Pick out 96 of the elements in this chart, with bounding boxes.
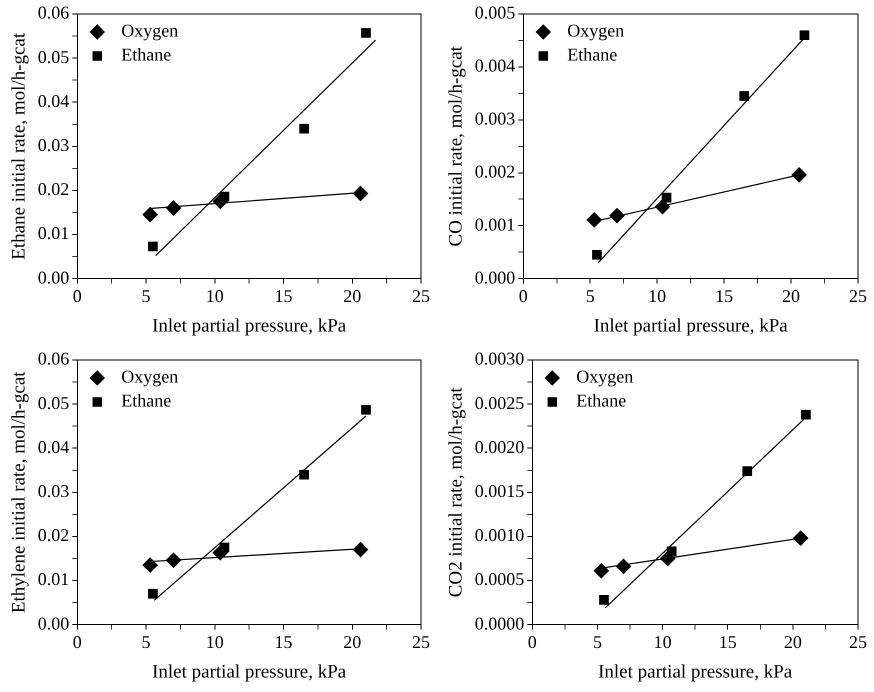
point bbox=[742, 466, 752, 476]
point bbox=[662, 192, 672, 202]
x-tick-label: 15 bbox=[274, 286, 293, 306]
y-tick-label: 0.0000 bbox=[474, 613, 524, 634]
legend-label: Ethane bbox=[576, 390, 626, 411]
point bbox=[352, 186, 368, 202]
x-tick-label: 0 bbox=[72, 632, 82, 652]
y-tick-label: 0.03 bbox=[38, 135, 70, 156]
x-tick-label: 10 bbox=[206, 632, 224, 652]
x-tick-label: 25 bbox=[412, 632, 430, 652]
legend-label: Oxygen bbox=[121, 20, 178, 41]
point bbox=[793, 530, 808, 546]
y-tick-label: 0.05 bbox=[38, 392, 70, 413]
x-axis-title: Inlet partial pressure, kPa bbox=[598, 662, 793, 683]
y-tick-label: 0.0030 bbox=[474, 348, 524, 369]
x-tick-label: 5 bbox=[142, 632, 151, 652]
y-tick-label: 0.0015 bbox=[474, 481, 524, 502]
x-tick-label: 0 bbox=[72, 286, 82, 306]
point bbox=[791, 167, 807, 182]
y-tick-label: 0.06 bbox=[38, 348, 70, 369]
point bbox=[361, 404, 371, 415]
x-tick-label: 10 bbox=[206, 286, 224, 306]
point bbox=[361, 28, 371, 38]
point bbox=[609, 208, 625, 224]
x-tick-label: 20 bbox=[782, 286, 800, 306]
legend-label: Oxygen bbox=[567, 20, 624, 41]
x-tick-label: 25 bbox=[849, 286, 867, 306]
x-tick-label: 0 bbox=[518, 286, 528, 306]
point bbox=[148, 242, 158, 252]
y-tick-label: 0.0025 bbox=[474, 392, 524, 413]
y-axis-title: Ethylene initial rate, mol/h-gcat bbox=[8, 370, 30, 614]
y-tick-label: 0.04 bbox=[38, 436, 70, 457]
legend-label: Ethane bbox=[121, 390, 172, 411]
x-tick-label: 20 bbox=[343, 286, 362, 306]
y-tick-label: 0.0020 bbox=[474, 436, 524, 457]
x-tick-label: 0 bbox=[528, 632, 537, 652]
point bbox=[212, 194, 228, 210]
x-axis-title: Inlet partial pressure, kPa bbox=[152, 662, 347, 683]
point bbox=[299, 470, 309, 480]
y-tick-label: 0.02 bbox=[38, 179, 70, 200]
point bbox=[166, 552, 182, 568]
y-tick-label: 0.0005 bbox=[474, 569, 524, 590]
y-tick-label: 0.00 bbox=[38, 613, 70, 634]
point bbox=[142, 207, 158, 222]
point bbox=[299, 124, 309, 134]
x-tick-label: 10 bbox=[648, 286, 666, 306]
point bbox=[586, 212, 602, 228]
point bbox=[592, 250, 602, 260]
point bbox=[616, 558, 632, 574]
point bbox=[166, 200, 182, 216]
y-tick-label: 0.005 bbox=[474, 2, 516, 23]
point bbox=[739, 91, 750, 101]
x-tick-label: 5 bbox=[142, 286, 151, 306]
legend-label: Ethane bbox=[121, 44, 172, 65]
point bbox=[142, 557, 158, 573]
point bbox=[594, 563, 609, 578]
x-tick-label: 15 bbox=[718, 632, 737, 652]
legend-label: Ethane bbox=[567, 44, 618, 65]
y-tick-label: 0.004 bbox=[474, 56, 516, 76]
point bbox=[660, 550, 676, 566]
x-tick-label: 15 bbox=[715, 286, 734, 306]
point bbox=[148, 588, 158, 599]
point bbox=[599, 595, 609, 605]
x-tick-label: 20 bbox=[343, 632, 362, 652]
x-axis-title: Inlet partial pressure, kPa bbox=[152, 316, 347, 337]
y-tick-label: 0.000 bbox=[474, 267, 516, 288]
y-tick-label: 0.003 bbox=[474, 108, 516, 129]
x-tick-label: 5 bbox=[592, 632, 602, 652]
point bbox=[800, 30, 810, 40]
x-tick-label: 25 bbox=[849, 632, 867, 652]
legend-label: Oxygen bbox=[576, 366, 634, 387]
x-tick-label: 15 bbox=[274, 632, 293, 652]
x-tick-label: 10 bbox=[654, 632, 672, 652]
y-tick-label: 0.01 bbox=[38, 223, 70, 244]
x-tick-label: 5 bbox=[586, 286, 595, 306]
y-axis-title: Ethane initial rate, mol/h-gcat bbox=[8, 32, 30, 260]
point bbox=[212, 545, 228, 560]
y-tick-label: 0.00 bbox=[38, 267, 70, 288]
y-tick-label: 0.002 bbox=[474, 161, 516, 182]
x-tick-label: 25 bbox=[412, 286, 430, 306]
y-axis-title: CO initial rate, mol/h-gcat bbox=[445, 45, 466, 247]
y-tick-label: 0.02 bbox=[38, 525, 70, 546]
y-tick-label: 0.0010 bbox=[474, 525, 524, 546]
point bbox=[352, 542, 368, 558]
y-tick-label: 0.04 bbox=[38, 90, 70, 111]
x-tick-label: 20 bbox=[784, 632, 802, 652]
point bbox=[801, 410, 811, 420]
y-axis-title: CO2 initial rate, mol/h-gcat bbox=[445, 386, 466, 598]
y-tick-label: 0.03 bbox=[38, 481, 70, 502]
legend-label: Oxygen bbox=[121, 366, 178, 387]
y-tick-label: 0.01 bbox=[38, 569, 70, 590]
point bbox=[654, 199, 670, 214]
x-axis-title: Inlet partial pressure, kPa bbox=[594, 316, 788, 337]
y-tick-label: 0.06 bbox=[38, 2, 70, 23]
y-tick-label: 0.05 bbox=[38, 46, 70, 67]
y-tick-label: 0.001 bbox=[474, 214, 516, 234]
